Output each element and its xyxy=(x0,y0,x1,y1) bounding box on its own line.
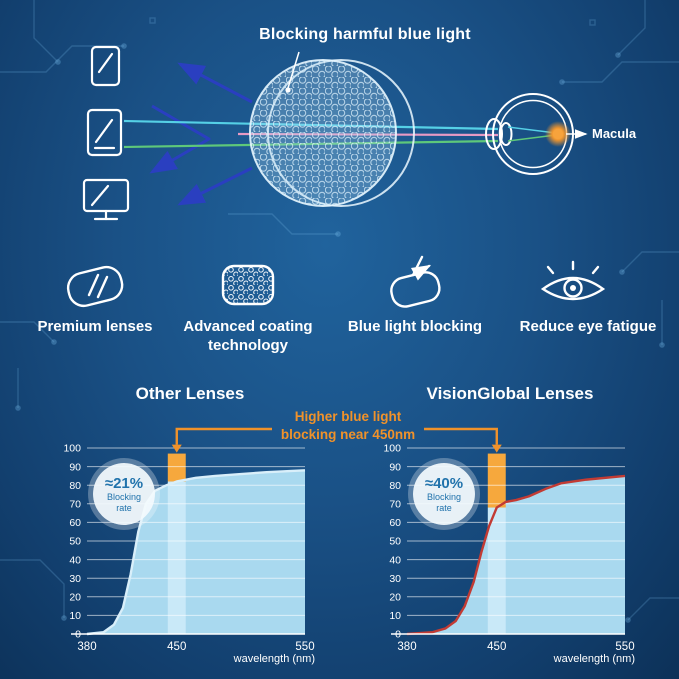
macula-spot xyxy=(553,129,563,139)
svg-text:100: 100 xyxy=(63,443,81,455)
reduce-eye-fatigue-icon xyxy=(540,260,606,301)
chart-visionglobal-lenses: 0 10 20 30 40 50 60 70 80 90 100 380 450 550 ≈40% Blo… xyxy=(375,438,645,678)
other-lenses-plot: 0 10 20 30 40 50 60 70 80 90 100 380 450 550 xyxy=(63,443,314,652)
blocking-rate-badge: ≈21% Blocking rate xyxy=(93,463,155,525)
eye-illustration xyxy=(485,93,588,175)
svg-text:60: 60 xyxy=(389,517,401,529)
device-icons xyxy=(82,45,130,221)
blocking-rate-badge: ≈40% Blocking rate xyxy=(413,463,475,525)
svg-text:70: 70 xyxy=(69,499,81,511)
svg-text:50: 50 xyxy=(389,536,401,548)
svg-text:0: 0 xyxy=(395,629,401,641)
feature-label-blue-light-blocking: Blue light blocking xyxy=(347,318,483,335)
blocking-rate-label: Blocking xyxy=(426,491,462,502)
svg-text:20: 20 xyxy=(69,592,81,604)
blocking-rate-label: Blocking xyxy=(106,491,142,502)
visionglobal-lenses-plot: 0 10 20 30 40 50 60 70 80 90 100 380 450 550 xyxy=(383,443,634,652)
svg-text:100: 100 xyxy=(383,443,401,455)
svg-text:40: 40 xyxy=(389,554,401,566)
svg-text:380: 380 xyxy=(397,641,416,652)
macula-label: Macula xyxy=(592,126,637,141)
chart-other-lenses: 0 10 20 30 40 50 60 70 80 90 100 380 450 550 ≈21% Blo… xyxy=(55,438,325,678)
right-chart-title: VisionGlobal Lenses xyxy=(426,384,594,403)
svg-text:20: 20 xyxy=(389,592,401,604)
lens-honeycomb-coating xyxy=(250,60,396,206)
hero-title: Blocking harmful blue light xyxy=(259,26,471,43)
svg-text:450: 450 xyxy=(167,641,186,652)
svg-text:10: 10 xyxy=(69,610,81,622)
svg-text:30: 30 xyxy=(69,573,81,585)
x-axis-label: wavelength (nm) xyxy=(233,653,315,665)
svg-text:60: 60 xyxy=(69,517,81,529)
feature-label-advanced-coating: Advanced coating technology xyxy=(183,318,313,354)
premium-lens-icon xyxy=(66,265,124,308)
svg-text:90: 90 xyxy=(69,461,81,473)
title-pointer-dot xyxy=(285,87,291,93)
hero-diagram xyxy=(82,45,588,221)
svg-text:80: 80 xyxy=(389,480,401,492)
svg-text:40: 40 xyxy=(69,554,81,566)
annotation-line-2: blocking near 450nm xyxy=(280,426,416,442)
title-pointer-line xyxy=(287,51,300,89)
svg-text:10: 10 xyxy=(389,610,401,622)
annotation-line-1: Higher blue light xyxy=(294,409,402,424)
svg-text:450: 450 xyxy=(487,641,506,652)
feature-label-premium-lenses: Premium lenses xyxy=(37,318,153,335)
svg-text:90: 90 xyxy=(389,461,401,473)
svg-text:550: 550 xyxy=(615,641,634,652)
feature-label-reduce-eye-fatigue: Reduce eye fatigue xyxy=(519,318,657,335)
blocking-rate-value: ≈40% xyxy=(424,474,464,492)
blue-reflected-arrows xyxy=(149,62,253,206)
feature-icons xyxy=(66,255,606,308)
svg-text:80: 80 xyxy=(69,480,81,492)
svg-text:0: 0 xyxy=(75,629,81,641)
tablet-icon xyxy=(86,108,123,157)
higher-blocking-annotation: Higher blue light blocking near 450nm xyxy=(250,408,446,443)
left-chart-title: Other Lenses xyxy=(135,384,245,403)
svg-text:70: 70 xyxy=(389,499,401,511)
svg-text:30: 30 xyxy=(389,573,401,585)
svg-text:550: 550 xyxy=(295,641,314,652)
blocking-rate-value: ≈21% xyxy=(104,474,144,492)
svg-text:50: 50 xyxy=(69,536,81,548)
x-axis-label: wavelength (nm) xyxy=(553,653,635,665)
lens-illustration xyxy=(249,59,415,207)
blue-light-blocking-icon xyxy=(390,255,441,308)
svg-text:380: 380 xyxy=(77,641,96,652)
phone-icon xyxy=(90,45,121,87)
cornea xyxy=(485,118,503,150)
eye-lens xyxy=(499,122,513,146)
monitor-icon xyxy=(82,178,130,221)
coating-honeycomb-icon xyxy=(221,264,275,306)
